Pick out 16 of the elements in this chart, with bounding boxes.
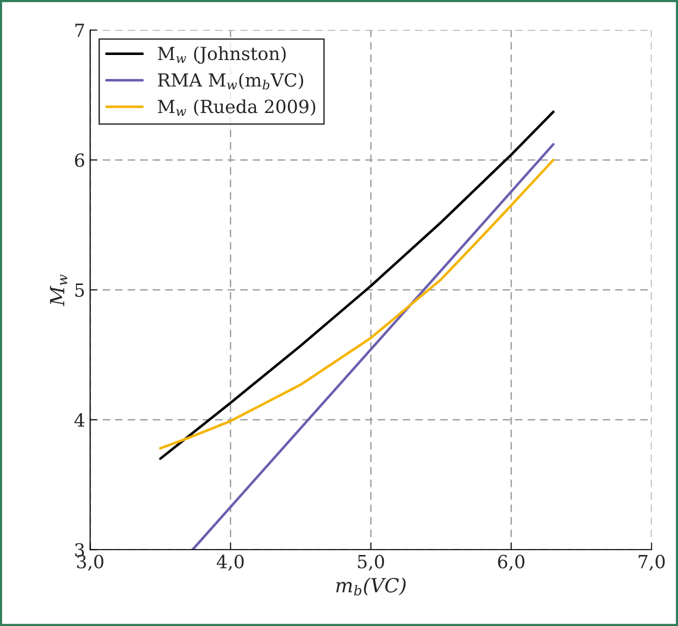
x-tick-label: 3,0: [77, 554, 104, 571]
y-tick-label: 4: [74, 413, 84, 427]
line-series: [159, 158, 555, 450]
x-tick-label: 7,0: [638, 554, 665, 571]
y-axis-title: M$_{w}$: [50, 274, 68, 306]
y-tick-label: 3: [75, 543, 84, 557]
x-tick-label: 5,0: [358, 554, 384, 571]
legend-label: RMA M$_{w}$(m$_{b}$VC): [158, 72, 304, 90]
legend-label: M$_{w}$ (Rueda 2009): [158, 99, 316, 116]
legend-label: M$_{w}$ (Johnston): [158, 46, 286, 64]
y-tick-label: 5: [75, 284, 84, 297]
y-tick-label: 6: [75, 153, 84, 168]
x-axis-title: m$_{b}$(VC): [336, 578, 406, 596]
x-tick-label: 4,0: [216, 554, 244, 571]
y-tick-label: 7: [75, 24, 84, 37]
x-tick-label: 6,0: [498, 554, 524, 571]
